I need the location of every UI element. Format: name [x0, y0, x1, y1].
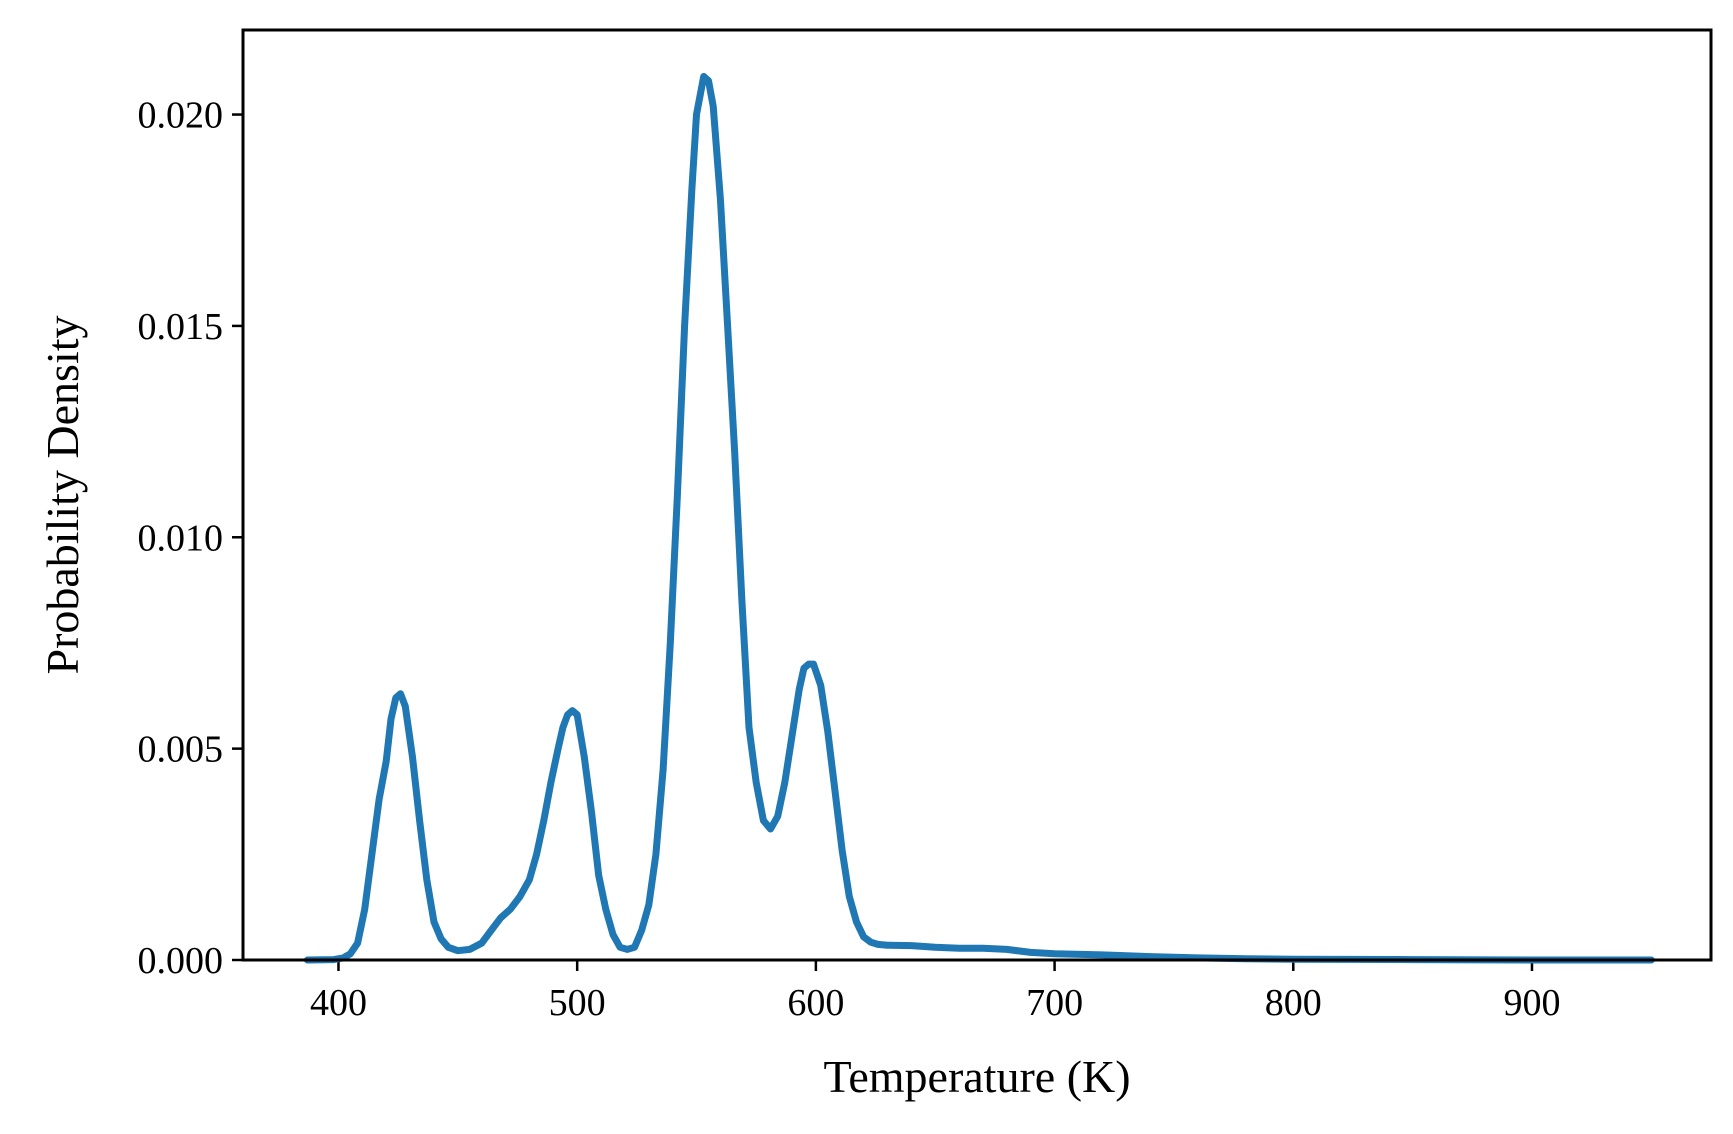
y-tick-label: 0.010	[138, 517, 224, 559]
x-tick-label: 600	[787, 982, 844, 1024]
x-axis: 400 500 600 700 800 900	[310, 960, 1560, 1024]
x-tick-label: 400	[310, 982, 367, 1024]
plot-frame	[241, 28, 1713, 962]
y-tick-label: 0.015	[138, 306, 224, 348]
y-tick-label: 0.005	[138, 729, 224, 771]
x-axis-label: Temperature (K)	[823, 1051, 1130, 1102]
x-tick-label: 800	[1265, 982, 1322, 1024]
x-tick-label: 900	[1503, 982, 1560, 1024]
y-axis: 0.000 0.005 0.010 0.015 0.020	[138, 95, 243, 982]
series-line	[303, 73, 1655, 964]
y-axis-label: Probability Density	[37, 315, 88, 674]
x-tick-label: 700	[1026, 982, 1083, 1024]
x-tick-label: 500	[549, 982, 606, 1024]
y-tick-label: 0.020	[138, 95, 224, 137]
y-tick-label: 0.000	[138, 940, 224, 982]
